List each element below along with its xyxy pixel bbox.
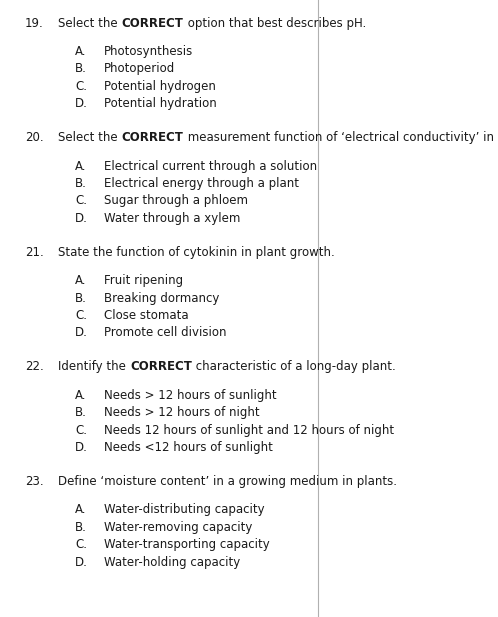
Text: C.: C. — [75, 538, 87, 551]
Text: 19.: 19. — [25, 17, 44, 30]
Text: measurement function of ‘electrical conductivity’ in plants: measurement function of ‘electrical cond… — [184, 131, 498, 144]
Text: Water through a xylem: Water through a xylem — [104, 212, 241, 225]
Text: B.: B. — [75, 177, 87, 190]
Text: B.: B. — [75, 521, 87, 534]
Text: Define ‘moisture content’ in a growing medium in plants.: Define ‘moisture content’ in a growing m… — [58, 475, 397, 488]
Text: Photosynthesis: Photosynthesis — [104, 45, 193, 58]
Text: CORRECT: CORRECT — [122, 131, 184, 144]
Text: C.: C. — [75, 309, 87, 322]
Text: A.: A. — [75, 389, 87, 402]
Text: CORRECT: CORRECT — [130, 360, 192, 373]
Text: C.: C. — [75, 80, 87, 93]
Text: Sugar through a phloem: Sugar through a phloem — [104, 194, 248, 207]
Text: D.: D. — [75, 555, 88, 568]
Text: 20.: 20. — [25, 131, 44, 144]
Text: Needs 12 hours of sunlight and 12 hours of night: Needs 12 hours of sunlight and 12 hours … — [104, 424, 394, 437]
Text: option that best describes pH.: option that best describes pH. — [184, 17, 366, 30]
Text: Promote cell division: Promote cell division — [104, 326, 227, 339]
Text: Electrical current through a solution: Electrical current through a solution — [104, 160, 317, 173]
Text: Potential hydrogen: Potential hydrogen — [104, 80, 216, 93]
Text: Identify the: Identify the — [58, 360, 130, 373]
Text: C.: C. — [75, 424, 87, 437]
Text: Needs > 12 hours of sunlight: Needs > 12 hours of sunlight — [104, 389, 277, 402]
Text: Water-removing capacity: Water-removing capacity — [104, 521, 252, 534]
Text: Select the: Select the — [58, 131, 122, 144]
Text: Potential hydration: Potential hydration — [104, 97, 217, 110]
Text: Photoperiod: Photoperiod — [104, 62, 175, 75]
Text: 21.: 21. — [25, 246, 44, 259]
Text: B.: B. — [75, 62, 87, 75]
Text: characteristic of a long-day plant.: characteristic of a long-day plant. — [192, 360, 395, 373]
Text: D.: D. — [75, 326, 88, 339]
Text: B.: B. — [75, 406, 87, 419]
Text: Needs <12 hours of sunlight: Needs <12 hours of sunlight — [104, 441, 273, 454]
Text: Water-holding capacity: Water-holding capacity — [104, 555, 241, 568]
Text: 23.: 23. — [25, 475, 44, 488]
Text: Water-transporting capacity: Water-transporting capacity — [104, 538, 270, 551]
Text: State the function of cytokinin in plant growth.: State the function of cytokinin in plant… — [58, 246, 335, 259]
Text: Electrical energy through a plant: Electrical energy through a plant — [104, 177, 299, 190]
Text: Needs > 12 hours of night: Needs > 12 hours of night — [104, 406, 260, 419]
Text: A.: A. — [75, 503, 87, 516]
Text: Water-distributing capacity: Water-distributing capacity — [104, 503, 265, 516]
Text: 22.: 22. — [25, 360, 44, 373]
Text: A.: A. — [75, 45, 87, 58]
Text: CORRECT: CORRECT — [122, 17, 184, 30]
Text: Breaking dormancy: Breaking dormancy — [104, 292, 220, 305]
Text: B.: B. — [75, 292, 87, 305]
Text: A.: A. — [75, 275, 87, 288]
Text: D.: D. — [75, 97, 88, 110]
Text: D.: D. — [75, 441, 88, 454]
Text: A.: A. — [75, 160, 87, 173]
Text: C.: C. — [75, 194, 87, 207]
Text: Close stomata: Close stomata — [104, 309, 189, 322]
Text: Select the: Select the — [58, 17, 122, 30]
Text: Fruit ripening: Fruit ripening — [104, 275, 183, 288]
Text: D.: D. — [75, 212, 88, 225]
